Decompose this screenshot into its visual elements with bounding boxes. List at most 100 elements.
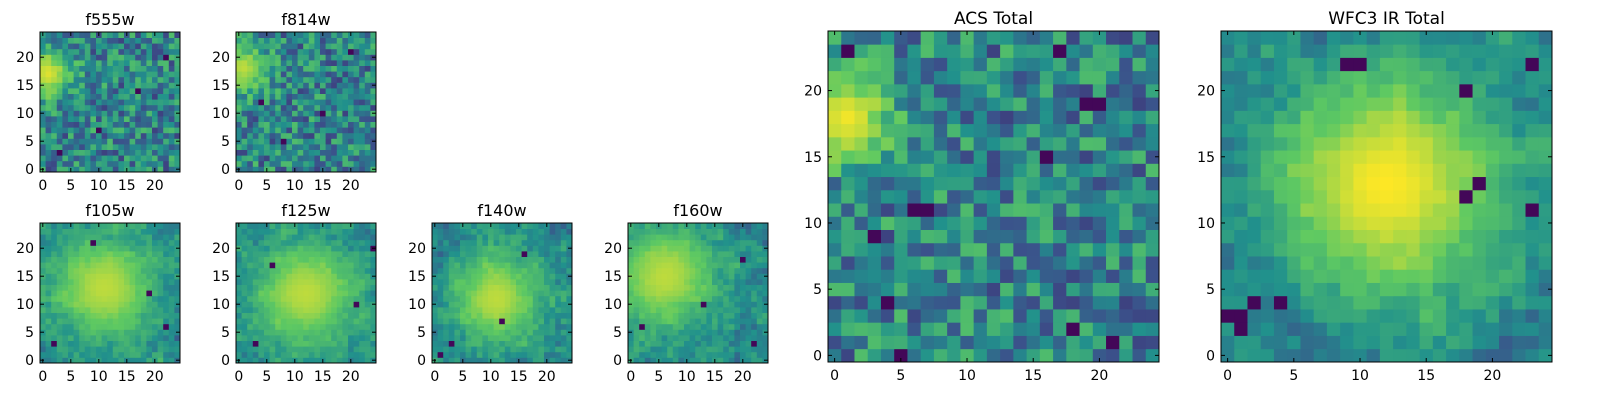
heatmap-cell bbox=[1287, 256, 1301, 270]
heatmap-cell bbox=[960, 242, 975, 257]
heatmap-cell bbox=[129, 228, 136, 235]
heatmap-cell bbox=[1145, 282, 1160, 297]
heatmap-cell bbox=[56, 234, 63, 241]
heatmap-cell bbox=[628, 312, 634, 319]
heatmap-cell bbox=[656, 279, 662, 285]
heatmap-cell bbox=[129, 357, 136, 364]
heatmap-cell bbox=[370, 307, 377, 313]
heatmap-cell bbox=[684, 323, 690, 330]
heatmap-cell bbox=[68, 127, 74, 134]
heatmap-cell bbox=[241, 267, 248, 274]
heatmap-cell bbox=[79, 228, 86, 235]
heatmap-cell bbox=[684, 279, 690, 285]
heatmap-cell bbox=[672, 357, 679, 364]
heatmap-cell bbox=[644, 323, 651, 330]
heatmap-cell bbox=[342, 104, 349, 111]
heatmap-cell bbox=[532, 239, 539, 246]
heatmap-cell bbox=[1026, 322, 1041, 336]
heatmap-cell bbox=[163, 228, 170, 235]
heatmap-cell bbox=[364, 279, 371, 285]
heatmap-cell bbox=[336, 37, 343, 44]
heatmap-cell bbox=[269, 149, 276, 156]
heatmap-cell bbox=[292, 65, 298, 72]
heatmap-cell bbox=[432, 251, 438, 257]
heatmap-cell bbox=[112, 256, 119, 263]
heatmap-cell bbox=[79, 267, 86, 274]
heatmap-cell bbox=[286, 116, 293, 122]
heatmap-cell bbox=[96, 234, 102, 241]
heatmap-cell bbox=[476, 323, 483, 330]
heatmap-cell bbox=[723, 301, 730, 308]
heatmap-cell bbox=[174, 48, 181, 55]
heatmap-cell bbox=[68, 76, 74, 83]
heatmap-cell bbox=[168, 318, 175, 325]
heatmap-cell bbox=[146, 312, 153, 319]
heatmap-cell bbox=[269, 160, 276, 167]
heatmap-cell bbox=[325, 323, 332, 330]
heatmap-cell bbox=[241, 251, 248, 257]
heatmap-cell bbox=[516, 312, 522, 319]
heatmap-cell bbox=[756, 346, 763, 353]
heatmap-cell bbox=[1053, 216, 1067, 230]
heatmap-cell bbox=[1132, 269, 1147, 283]
heatmap-cell bbox=[280, 318, 287, 325]
heatmap-cell bbox=[118, 121, 125, 128]
heatmap-cell bbox=[448, 251, 455, 257]
heatmap-cell bbox=[1132, 110, 1147, 125]
heatmap-cell bbox=[460, 284, 466, 291]
heatmap-cell bbox=[303, 318, 310, 325]
heatmap-cell bbox=[275, 144, 282, 150]
heatmap-cell bbox=[68, 239, 74, 246]
heatmap-cell bbox=[700, 351, 707, 358]
heatmap-cell bbox=[90, 160, 97, 167]
heatmap-cell bbox=[135, 110, 142, 117]
heatmap-cell bbox=[684, 307, 690, 313]
heatmap-cell bbox=[146, 301, 153, 308]
heatmap-cell bbox=[745, 335, 752, 341]
heatmap-cell bbox=[841, 309, 855, 323]
heatmap-cell bbox=[51, 71, 58, 78]
heatmap-cell bbox=[544, 351, 550, 358]
heatmap-cell bbox=[236, 234, 242, 241]
heatmap-cell bbox=[90, 234, 97, 241]
heatmap-cell bbox=[241, 160, 248, 167]
heatmap-cell bbox=[146, 267, 153, 274]
heatmap-cell bbox=[286, 99, 293, 106]
heatmap-cell bbox=[118, 318, 125, 325]
heatmap-cell bbox=[527, 295, 534, 302]
heatmap-cell bbox=[1145, 163, 1160, 178]
heatmap-cell bbox=[286, 295, 293, 302]
heatmap-cell bbox=[566, 267, 573, 274]
heatmap-cell bbox=[157, 351, 164, 358]
heatmap-cell bbox=[973, 348, 988, 363]
heatmap-cell bbox=[364, 43, 371, 50]
heatmap-cell bbox=[1485, 216, 1500, 230]
heatmap-cell bbox=[152, 93, 158, 100]
heatmap-cell bbox=[68, 160, 74, 167]
heatmap-cell bbox=[40, 93, 46, 100]
heatmap-cell bbox=[68, 48, 74, 55]
heatmap-cell bbox=[488, 251, 494, 257]
heatmap-cell bbox=[745, 251, 752, 257]
heatmap-cell bbox=[140, 43, 147, 50]
heatmap-cell bbox=[432, 307, 438, 313]
heatmap-cell bbox=[308, 110, 315, 117]
heatmap-cell bbox=[454, 307, 461, 313]
heatmap-cell bbox=[247, 335, 254, 341]
heatmap-cell bbox=[342, 279, 349, 285]
heatmap-cell bbox=[157, 93, 164, 100]
heatmap-cell bbox=[1340, 269, 1354, 283]
heatmap-cell bbox=[314, 132, 321, 139]
heatmap-cell bbox=[549, 312, 556, 319]
heatmap-cell bbox=[1366, 335, 1381, 350]
heatmap-cell bbox=[1300, 348, 1315, 363]
heatmap-cell bbox=[920, 83, 935, 98]
heatmap-cell bbox=[471, 234, 478, 241]
heatmap-cell bbox=[236, 335, 242, 341]
heatmap-cell bbox=[280, 132, 287, 139]
heatmap-cell bbox=[79, 223, 86, 229]
heatmap-cell bbox=[292, 76, 298, 83]
heatmap-cell bbox=[129, 245, 136, 252]
heatmap-cell bbox=[90, 239, 97, 246]
